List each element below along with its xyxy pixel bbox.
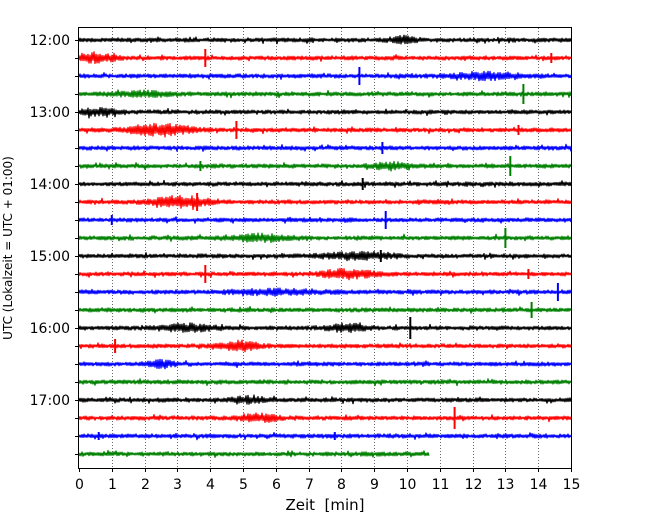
trace-15:30: [78, 287, 572, 297]
trace-14:00: [78, 179, 572, 189]
trace-14:45: [78, 232, 572, 244]
y-tick-label-3: 15:00: [30, 249, 70, 265]
x-tick-label-7: 7: [305, 477, 314, 493]
x-tick-label-5: 5: [239, 477, 248, 493]
trace-15:15: [78, 267, 572, 281]
x-tick-label-1: 1: [108, 477, 117, 493]
y-axis-label: UTC (Lokalzeit = UTC + 01:00): [1, 156, 15, 340]
x-tick-label-0: 0: [75, 477, 84, 493]
y-tick-label-0: 12:00: [30, 33, 70, 49]
y-tick-label-5: 17:00: [30, 393, 70, 409]
trace-12:45: [78, 89, 572, 99]
x-axis-ticks: 0 1 2 3 4 5 6 7 8 9 10 11 12 13 14 15: [75, 468, 580, 493]
trace-16:45: [78, 378, 572, 387]
x-tick-label-15: 15: [563, 477, 581, 493]
plot-frame: [78, 27, 572, 469]
x-tick-label-2: 2: [141, 477, 150, 493]
trace-12:30: [78, 70, 572, 82]
x-tick-label-3: 3: [173, 477, 182, 493]
y-tick-label-2: 14:00: [30, 177, 70, 193]
trace-13:30: [78, 143, 572, 152]
trace-17:15: [78, 412, 572, 424]
trace-13:45: [78, 160, 572, 172]
trace-16:00: [78, 322, 572, 334]
x-tick-label-9: 9: [370, 477, 379, 493]
trace-13:00: [78, 107, 572, 119]
x-tick-label-8: 8: [337, 477, 346, 493]
y-tick-label-1: 13:00: [30, 105, 70, 121]
trace-15:45: [78, 305, 572, 314]
trace-17:00: [78, 394, 572, 405]
y-tick-label-4: 16:00: [30, 321, 70, 337]
x-axis-label: Zeit [min]: [285, 496, 364, 514]
trace-14:30: [78, 216, 572, 224]
trace-17:45: [78, 449, 430, 458]
x-tick-label-11: 11: [432, 477, 450, 493]
trace-17:30: [78, 432, 572, 441]
trace-13:15: [78, 122, 572, 138]
y-axis-ticks: 12:00 13:00 14:00 15:00 16:00 17:00: [30, 33, 79, 455]
trace-12:00: [78, 34, 572, 45]
trace-16:30: [78, 358, 572, 370]
vertical-gridlines: [112, 28, 539, 468]
x-tick-label-14: 14: [530, 477, 548, 493]
trace-12:15: [78, 51, 572, 65]
x-tick-label-4: 4: [206, 477, 215, 493]
x-tick-label-13: 13: [497, 477, 515, 493]
x-tick-label-10: 10: [399, 477, 417, 493]
x-tick-label-12: 12: [465, 477, 483, 493]
x-tick-label-6: 6: [272, 477, 281, 493]
seismic-traces: [78, 34, 572, 458]
trace-15:00: [78, 250, 572, 262]
trace-16:15: [78, 339, 572, 353]
trace-14:15: [78, 194, 572, 211]
